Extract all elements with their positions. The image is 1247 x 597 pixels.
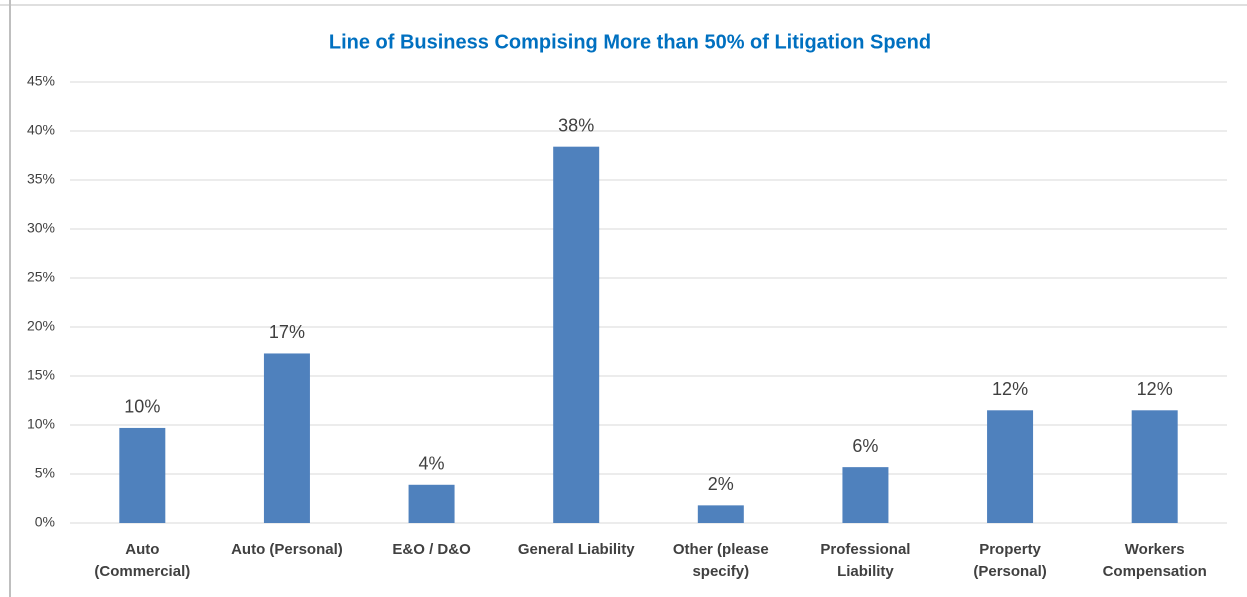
y-tick-label: 40% [27, 122, 55, 138]
data-label: 4% [419, 454, 445, 474]
y-tick-label: 5% [35, 465, 55, 481]
bar [408, 484, 455, 523]
bar [553, 146, 600, 523]
data-label: 12% [992, 379, 1028, 399]
y-tick-label: 35% [27, 171, 55, 187]
y-tick-label: 10% [27, 416, 55, 432]
bar [987, 410, 1034, 523]
x-tick-label: E&O / D&O [392, 541, 471, 558]
y-tick-label: 20% [27, 318, 55, 334]
x-tick-label: Auto (Personal) [231, 541, 343, 558]
bar [1131, 410, 1178, 523]
x-tick-label: Workers Compensation [1102, 541, 1207, 580]
x-tick-label: Property (Personal) [973, 541, 1047, 580]
data-label: 2% [708, 474, 734, 494]
bar [263, 353, 310, 523]
x-tick-label: Auto (Commercial) [94, 541, 191, 580]
y-tick-label: 30% [27, 220, 55, 236]
bar [842, 467, 889, 523]
y-tick-label: 15% [27, 367, 55, 383]
y-tick-label: 45% [27, 73, 55, 89]
chart-title: Line of Business Compising More than 50%… [329, 31, 931, 53]
data-label: 38% [558, 115, 594, 135]
x-tick-label: Other (please specify) [672, 541, 769, 580]
data-label: 6% [852, 436, 878, 456]
bar [697, 505, 744, 523]
x-tick-label: Professional Liability [820, 541, 911, 580]
x-tick-label: General Liability [517, 541, 635, 558]
data-label: 12% [1137, 379, 1173, 399]
bar [119, 427, 166, 523]
data-label: 10% [124, 397, 160, 417]
y-tick-label: 0% [35, 514, 55, 530]
y-tick-label: 25% [27, 269, 55, 285]
data-label: 17% [269, 322, 305, 342]
